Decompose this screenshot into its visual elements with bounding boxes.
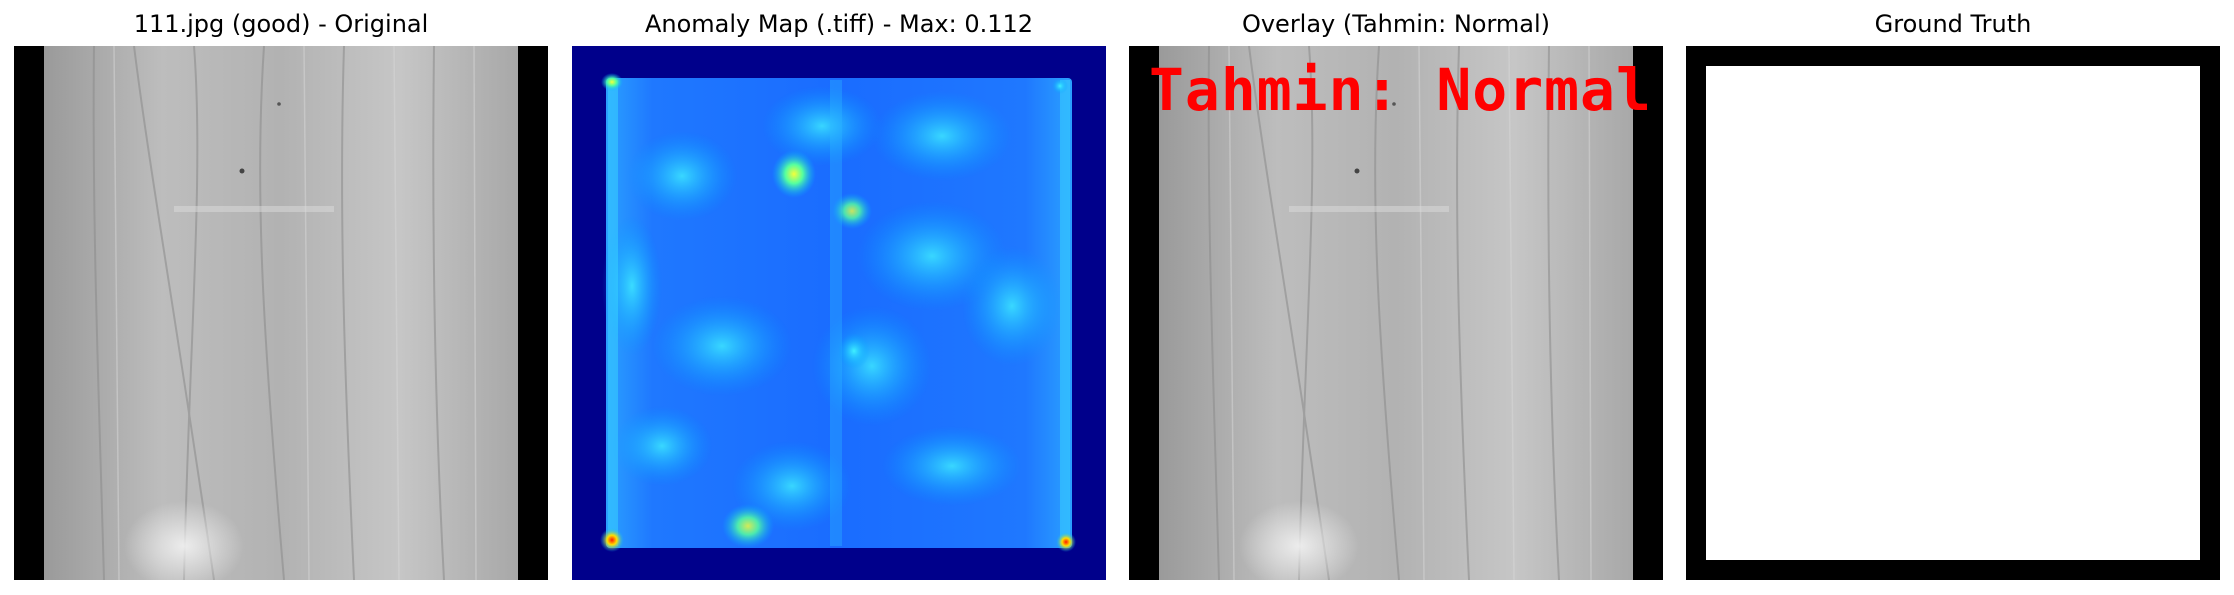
panel-overlay: Overlay (Tahmin: Normal) xyxy=(1129,0,1663,595)
ground-truth-mask xyxy=(1686,46,2220,580)
overlay-image: Tahmin: Normal (0. xyxy=(1129,46,1663,580)
panel-ground-truth: Ground Truth xyxy=(1686,0,2220,595)
overlay-wood-image xyxy=(1129,46,1663,580)
panel-title-original: 111.jpg (good) - Original xyxy=(133,10,429,38)
wood-texture-image xyxy=(14,46,548,580)
panel-original: 111.jpg (good) - Original xyxy=(14,0,548,595)
mask-image xyxy=(1686,46,2220,580)
panel-title-overlay: Overlay (Tahmin: Normal) xyxy=(1241,10,1551,38)
panel-title-ground-truth: Ground Truth xyxy=(1874,10,2032,38)
prediction-overlay-label: Tahmin: Normal (0. xyxy=(1149,56,1663,124)
original-image xyxy=(14,46,548,580)
panel-anomaly-map: Anomaly Map (.tiff) - Max: 0.112 xyxy=(572,0,1106,595)
heatmap-image xyxy=(572,46,1106,580)
anomaly-heatmap xyxy=(572,46,1106,580)
panel-title-anomaly-map: Anomaly Map (.tiff) - Max: 0.112 xyxy=(644,10,1034,38)
